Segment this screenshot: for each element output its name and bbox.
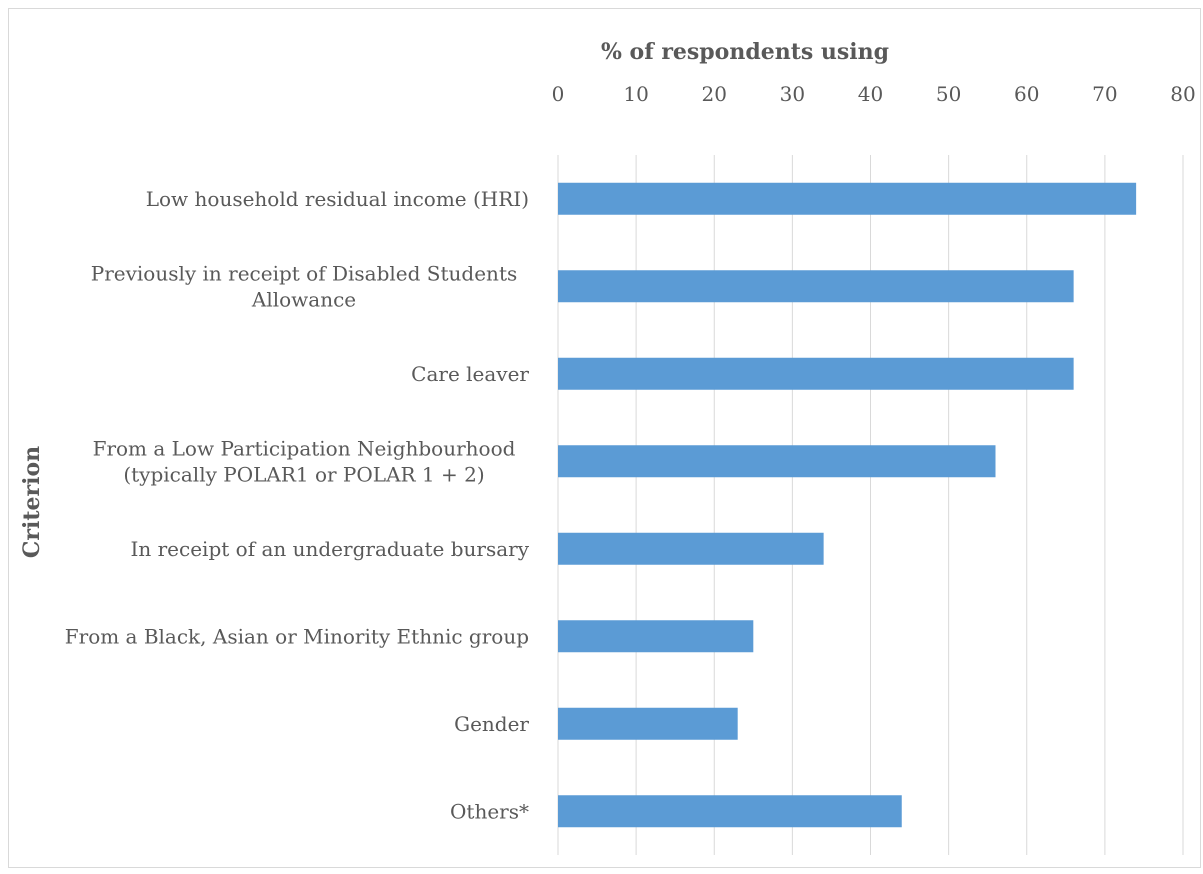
category-label: Allowance xyxy=(251,287,356,311)
x-tick-label: 20 xyxy=(702,82,727,106)
bar xyxy=(558,795,902,828)
category-label: From a Black, Asian or Minority Ethnic g… xyxy=(65,624,529,648)
bar xyxy=(558,707,738,740)
category-label: From a Low Participation Neighbourhood xyxy=(93,436,516,460)
category-label: Previously in receipt of Disabled Studen… xyxy=(91,261,518,285)
bar xyxy=(558,357,1074,390)
bar xyxy=(558,620,754,653)
category-label: Care leaver xyxy=(411,362,529,386)
x-axis-title: % of respondents using xyxy=(601,39,889,65)
x-tick-label: 70 xyxy=(1092,82,1117,106)
bar xyxy=(558,182,1137,215)
x-tick-label: 30 xyxy=(780,82,805,106)
bar xyxy=(558,532,824,565)
bar xyxy=(558,445,996,478)
x-tick-label: 60 xyxy=(1014,82,1039,106)
x-tick-label: 50 xyxy=(936,82,961,106)
category-label: Gender xyxy=(454,712,529,736)
category-label: (typically POLAR1 or POLAR 1 + 2) xyxy=(123,462,484,486)
category-label: In receipt of an undergraduate bursary xyxy=(130,537,529,561)
y-axis-title: Criterion xyxy=(19,446,45,558)
x-tick-label: 10 xyxy=(623,82,648,106)
x-tick-label: 80 xyxy=(1170,82,1195,106)
category-label: Others* xyxy=(450,799,529,823)
bars xyxy=(558,182,1137,828)
bar xyxy=(558,270,1074,303)
chart-frame: 0 10 20 30 40 50 60 70 80 Low household residual… xyxy=(8,8,1201,868)
category-labels: Low household residual income (HRI) Previ… xyxy=(65,187,530,824)
category-label: Low household residual income (HRI) xyxy=(146,187,529,211)
x-tick-labels: 0 10 20 30 40 50 60 70 80 xyxy=(552,82,1196,106)
x-tick-label: 40 xyxy=(858,82,883,106)
gridlines xyxy=(557,155,1184,855)
x-tick-label: 0 xyxy=(552,82,565,106)
bar-chart: 0 10 20 30 40 50 60 70 80 Low household residual… xyxy=(19,39,1196,855)
